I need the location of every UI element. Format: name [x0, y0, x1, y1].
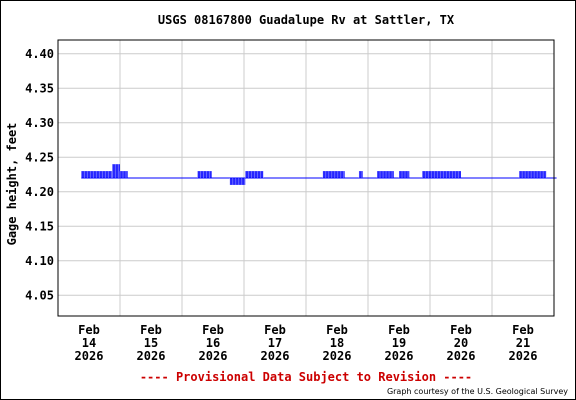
series-segment [421, 171, 461, 178]
chart-title: USGS 08167800 Guadalupe Rv at Sattler, T… [158, 13, 455, 27]
series-band [197, 171, 212, 178]
x-tick-label-line: 2026 [447, 349, 476, 363]
series-band [399, 171, 410, 178]
x-tick-label-line: 2026 [137, 349, 166, 363]
y-tick-label: 4.25 [25, 150, 54, 164]
courtesy-note: Graph courtesy of the U.S. Geological Su… [387, 387, 568, 396]
y-tick-label: 4.05 [25, 288, 54, 302]
x-tick-label-line: 19 [392, 336, 406, 350]
x-tick-label-line: Feb [140, 323, 162, 337]
series-gage-height [80, 164, 557, 185]
series-segment [229, 178, 246, 185]
series-segment [197, 171, 212, 178]
provisional-notice: ---- Provisional Data Subject to Revisio… [140, 370, 472, 384]
y-tick-label: 4.30 [25, 116, 54, 130]
x-tick-label-line: 2026 [199, 349, 228, 363]
x-tick-label-line: 21 [516, 336, 530, 350]
x-tick-label-line: 2026 [261, 349, 290, 363]
x-tick-label-line: Feb [326, 323, 348, 337]
series-band [322, 171, 345, 178]
series-band [519, 171, 547, 178]
series-segment [322, 171, 345, 178]
series-segment [244, 171, 264, 178]
x-tick-label-line: 18 [330, 336, 344, 350]
x-tick-label-line: 15 [144, 336, 158, 350]
series-band [358, 171, 363, 178]
x-tick-label-line: 2026 [385, 349, 414, 363]
series-segment [111, 164, 120, 178]
y-axis-ticks: 4.40 4.35 4.30 4.25 4.20 4.15 4.10 4.05 [25, 47, 54, 302]
x-tick-label-line: Feb [512, 323, 534, 337]
series-segment [398, 171, 410, 178]
series-segment [119, 171, 128, 178]
x-tick-label-line: Feb [450, 323, 472, 337]
x-tick-label-line: 2026 [509, 349, 538, 363]
y-axis-label-text: Gage height, feet [5, 123, 19, 246]
y-tick-label: 4.10 [25, 254, 54, 268]
series-segment [518, 171, 547, 178]
series-band [81, 171, 113, 178]
series-band [112, 164, 120, 178]
series-band [120, 171, 128, 178]
y-tick-label: 4.35 [25, 81, 54, 95]
x-tick-label-line: 2026 [75, 349, 104, 363]
x-tick-label-line: Feb [388, 323, 410, 337]
series-band [422, 171, 461, 178]
x-tick-label-line: 16 [206, 336, 220, 350]
series-band [229, 178, 246, 185]
x-tick-label-line: 17 [268, 336, 282, 350]
y-tick-label: 4.40 [25, 47, 54, 61]
x-tick-label-line: Feb [202, 323, 224, 337]
x-tick-label-line: Feb [78, 323, 100, 337]
x-tick-label-line: 2026 [323, 349, 352, 363]
plot-area-border [57, 39, 555, 317]
x-tick-label-line: Feb [264, 323, 286, 337]
x-tick-label-line: 14 [82, 336, 96, 350]
y-tick-label: 4.15 [25, 219, 54, 233]
y-tick-label: 4.20 [25, 185, 54, 199]
series-segment [80, 171, 113, 178]
x-axis-ticks: Feb142026Feb152026Feb162026Feb172026Feb1… [75, 323, 538, 363]
x-tick-label-line: 20 [454, 336, 468, 350]
series-segment [376, 171, 394, 178]
series-segment [358, 171, 363, 178]
series-band [377, 171, 394, 178]
y-axis-label: Gage height, feet [5, 123, 19, 246]
